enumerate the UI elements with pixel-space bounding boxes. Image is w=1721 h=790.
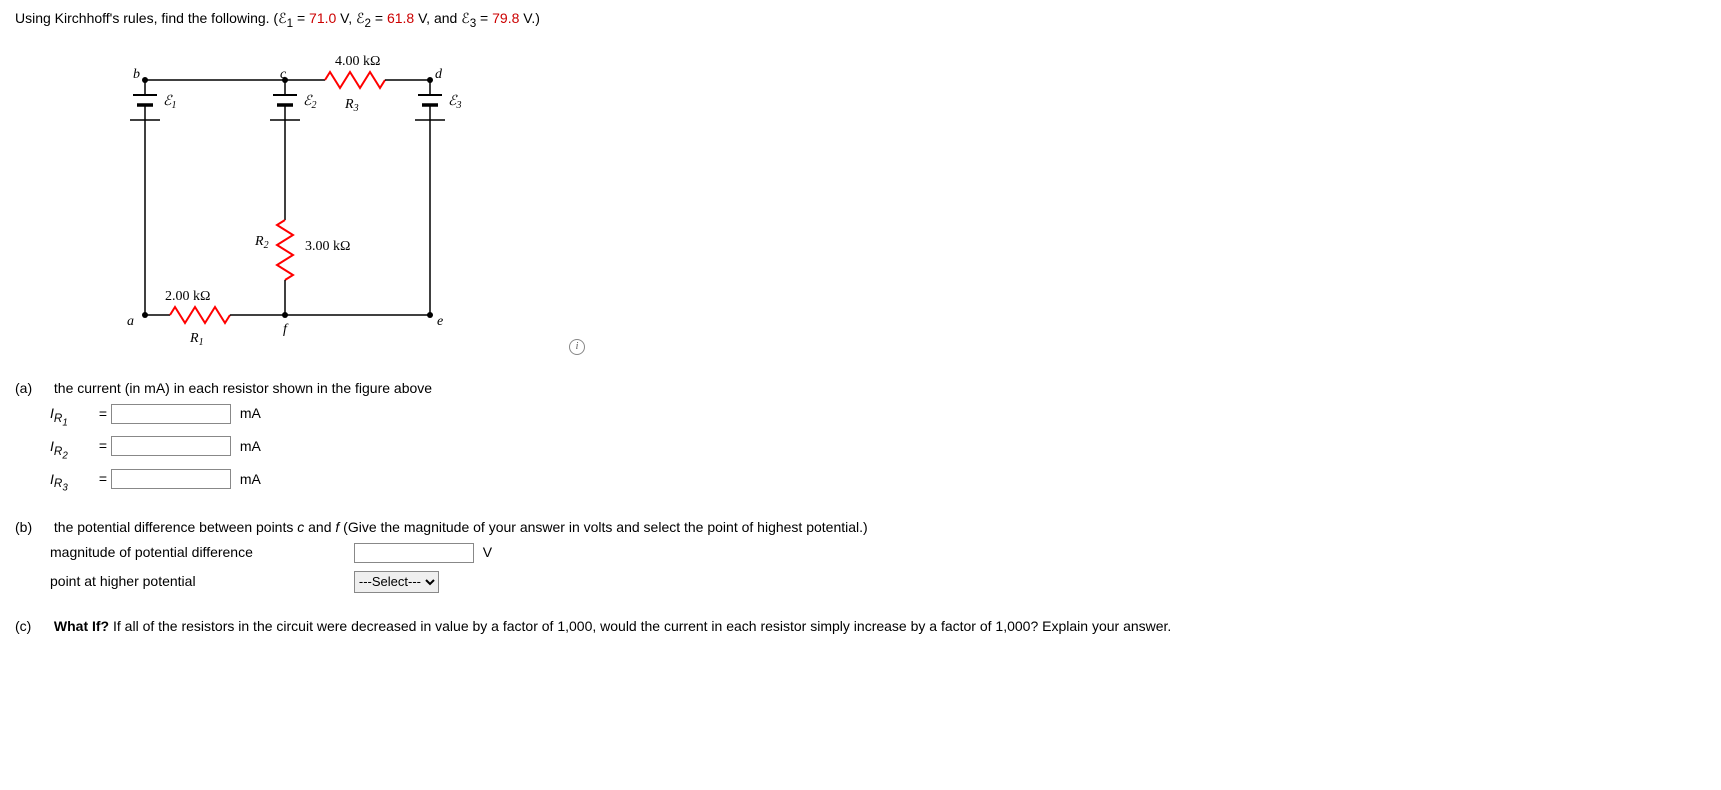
part-c: (c) What If? If all of the resistors in … xyxy=(15,618,1706,634)
r2-resistor xyxy=(277,220,293,280)
magnitude-row: magnitude of potential difference V xyxy=(50,543,1706,563)
eq: = xyxy=(99,471,107,487)
ir2-input[interactable] xyxy=(111,436,231,456)
r2-name-label: R2 xyxy=(254,234,269,251)
part-a-label: (a) xyxy=(15,380,50,396)
e1-value: 71.0 xyxy=(309,10,336,26)
node-b-label: b xyxy=(133,67,140,82)
ir1-row: IR1 = mA xyxy=(50,404,1706,429)
point-label: point at higher potential xyxy=(50,573,350,589)
ir3-unit: mA xyxy=(240,471,261,487)
part-c-question: If all of the resistors in the circuit w… xyxy=(109,618,1171,634)
e2-symbol: ℰ2 xyxy=(356,10,371,26)
problem-statement: Using Kirchhoff's rules, find the follow… xyxy=(15,10,1706,30)
part-c-text: What If? If all of the resistors in the … xyxy=(54,618,1171,634)
emf2-label: ℰ2 xyxy=(303,94,316,111)
part-c-label: (c) xyxy=(15,618,50,634)
ir2-unit: mA xyxy=(240,438,261,454)
part-b-prefix: the potential difference between points xyxy=(54,519,297,535)
node-e-label: e xyxy=(437,314,443,329)
what-if: What If? xyxy=(54,618,109,634)
info-icon[interactable]: i xyxy=(569,339,585,355)
node-a-label: a xyxy=(127,314,134,329)
circuit-diagram: b c d a f e 4.00 kΩ R3 xyxy=(115,50,565,350)
emf1-label: ℰ1 xyxy=(163,94,176,111)
r3-name-label: R3 xyxy=(344,97,359,114)
r3-value-label: 4.00 kΩ xyxy=(335,54,380,69)
point-row: point at higher potential ---Select--- xyxy=(50,571,1706,593)
e3-symbol: ℰ3 xyxy=(461,10,476,26)
r2-value-label: 3.00 kΩ xyxy=(305,239,350,254)
magnitude-label: magnitude of potential difference xyxy=(50,544,350,560)
e2-value: 61.8 xyxy=(387,10,414,26)
ir1-input[interactable] xyxy=(111,404,231,424)
part-b: (b) the potential difference between poi… xyxy=(15,519,1706,593)
ir2-row: IR2 = mA xyxy=(50,436,1706,461)
ir3-input[interactable] xyxy=(111,469,231,489)
r1-value-label: 2.00 kΩ xyxy=(165,289,210,304)
part-b-label: (b) xyxy=(15,519,50,535)
circuit-diagram-container: b c d a f e 4.00 kΩ R3 xyxy=(115,50,1706,350)
part-b-text: the potential difference between points … xyxy=(54,519,868,535)
emf3-label: ℰ3 xyxy=(448,94,461,111)
eq: = xyxy=(99,405,107,421)
e3-value: 79.8 xyxy=(492,10,519,26)
r3-resistor xyxy=(325,72,385,88)
circuit-svg: b c d a f e 4.00 kΩ R3 xyxy=(115,50,565,360)
r1-name-label: R1 xyxy=(189,331,204,348)
ir1-unit: mA xyxy=(240,405,261,421)
e1-symbol: ℰ1 xyxy=(278,10,293,26)
magnitude-unit: V xyxy=(483,544,492,560)
problem-close: .) xyxy=(531,10,540,26)
magnitude-input[interactable] xyxy=(354,543,474,563)
r1-resistor xyxy=(170,307,230,323)
part-a: (a) the current (in mA) in each resistor… xyxy=(15,380,1706,494)
ir3-var: IR3 xyxy=(50,471,95,494)
part-b-suffix: (Give the magnitude of your answer in vo… xyxy=(339,519,867,535)
node-d-label: d xyxy=(435,67,443,82)
part-b-and: and xyxy=(304,519,335,535)
point-select[interactable]: ---Select--- xyxy=(354,571,439,593)
ir2-var: IR2 xyxy=(50,438,95,461)
problem-intro: Using Kirchhoff's rules, find the follow… xyxy=(15,10,278,26)
node-f-label: f xyxy=(283,322,289,337)
ir3-row: IR3 = mA xyxy=(50,469,1706,494)
eq: = xyxy=(99,438,107,454)
part-a-text: the current (in mA) in each resistor sho… xyxy=(54,380,432,396)
ir1-var: IR1 xyxy=(50,405,95,428)
